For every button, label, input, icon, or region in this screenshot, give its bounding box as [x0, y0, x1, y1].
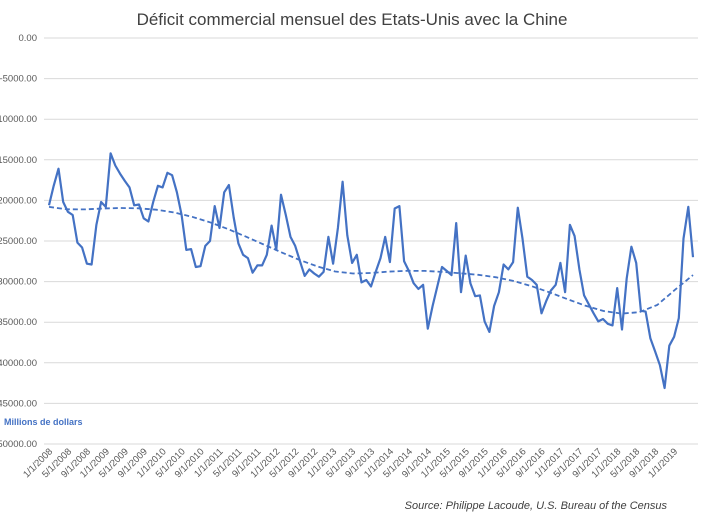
y-tick-label: -30000.00 [0, 277, 37, 288]
chart-title: Déficit commercial mensuel des Etats-Uni… [137, 10, 568, 29]
x-axis-tick-labels: 1/1/20085/1/20089/1/20081/1/20095/1/2009… [21, 446, 680, 480]
source-note: Source: Philippe Lacoude, U.S. Bureau of… [405, 500, 668, 512]
y-tick-label: -35000.00 [0, 317, 37, 328]
trend-line [48, 206, 694, 315]
y-tick-label: -15000.00 [0, 155, 37, 166]
y-axis-label: Millions de dollars [4, 417, 83, 427]
y-tick-label: -45000.00 [0, 398, 37, 409]
y-tick-label: 0.00 [19, 33, 38, 44]
y-axis-tick-labels: 0.00 -5000.00 -10000.00 -15000.00 -20000.00 -… [0, 33, 37, 450]
y-tick-label: -40000.00 [0, 358, 37, 369]
y-tick-label: -25000.00 [0, 236, 37, 247]
series-lines [47, 152, 695, 390]
y-tick-label: -5000.00 [0, 74, 37, 85]
y-tick-label: -10000.00 [0, 114, 37, 125]
deficit-line [47, 152, 695, 390]
gridlines [44, 37, 698, 445]
y-tick-label: -50000.00 [0, 439, 37, 450]
y-tick-label: -20000.00 [0, 195, 37, 206]
